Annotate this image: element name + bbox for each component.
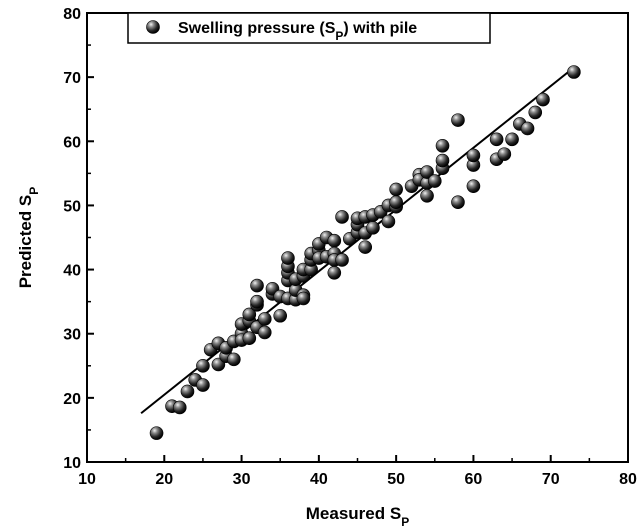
data-point [242,307,257,322]
legend-marker [146,20,160,34]
data-point [435,153,450,168]
data-point [196,358,210,373]
data-point [451,113,465,127]
data-point [250,278,264,293]
data-point [327,233,342,248]
x-axis-title: Measured SP [306,504,409,526]
data-point [257,312,272,326]
data-point [489,132,504,147]
y-axis-title: Predicted SP [16,187,41,289]
x-axis-title-subscript: P [401,515,409,526]
y-tick-label: 50 [63,198,81,215]
x-tick-label: 80 [619,471,637,488]
legend-label-tail: ) with pile [343,20,417,37]
data-point [420,189,434,203]
data-point [366,221,380,235]
x-tick-label: 70 [542,471,560,488]
data-point [149,426,164,440]
data-point [505,132,519,147]
y-axis-title-subscript: P [27,187,41,195]
legend-label-subscript: P [335,29,343,43]
data-point [250,294,264,309]
data-point [335,210,349,224]
data-point [427,174,442,188]
data-point [196,378,210,392]
x-tick-label: 20 [155,471,173,488]
data-point [389,182,403,197]
data-point [335,253,349,267]
data-point [257,325,272,340]
y-axis-title-text: Predicted S [16,195,35,289]
data-point [227,352,241,367]
legend: Swelling pressure (SP) with pile [127,12,491,44]
x-tick-label: 40 [310,471,328,488]
legend-label: Swelling pressure (SP) with pile [178,20,417,43]
data-point [528,105,543,120]
y-tick-label: 60 [63,134,81,151]
y-tick-label: 10 [63,455,81,472]
x-tick-label: 60 [465,471,483,488]
data-point [435,138,450,153]
y-tick-label: 80 [63,6,81,23]
x-tick-label: 10 [78,471,96,488]
legend-label-text: Swelling pressure (S [178,20,336,37]
x-tick-label: 50 [387,471,405,488]
plot-area [140,65,581,440]
data-point [536,92,550,107]
x-tick-label: 30 [233,471,251,488]
legend-box [127,12,491,44]
data-point [242,331,257,346]
data-point [273,308,288,323]
y-tick-label: 70 [63,70,81,87]
data-point [327,265,342,280]
y-tick-label: 40 [63,263,81,280]
x-axis-title-text: Measured S [306,504,401,523]
data-point [358,240,373,254]
data-point [420,165,434,179]
data-point [451,195,465,210]
data-point [172,400,187,415]
data-point [296,291,311,306]
data-point [389,195,403,210]
y-tick-label: 30 [63,327,81,344]
data-point [466,179,481,193]
data-point [567,65,581,79]
data-point [180,384,195,399]
data-point [466,148,481,163]
y-tick-label: 20 [63,391,81,408]
data-point [281,251,295,265]
data-point [381,214,396,229]
data-point [520,121,535,136]
data-point [497,147,512,161]
